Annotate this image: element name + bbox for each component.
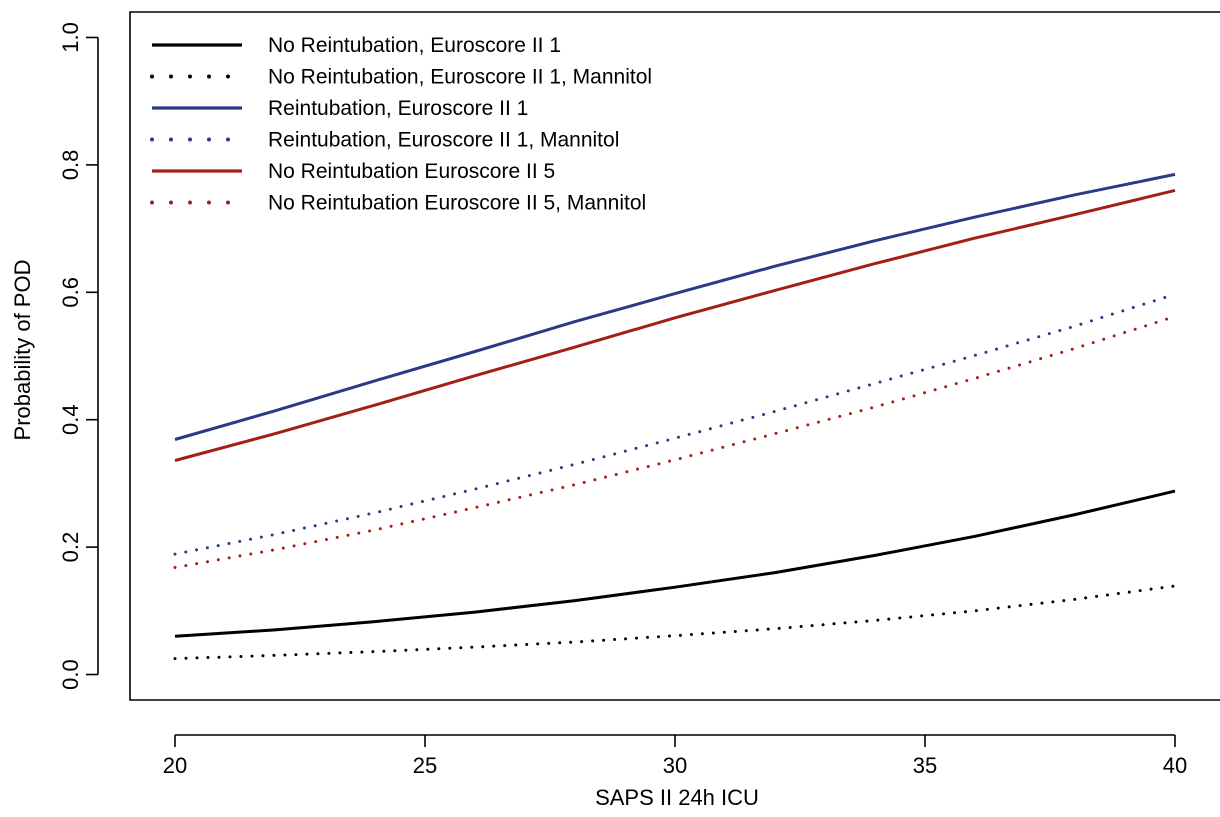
legend-label: No Reintubation Euroscore II 5 — [268, 160, 555, 183]
series-line-6 — [173, 315, 1177, 569]
axes-group: 20 25 30 35 40 0.0 0.2 0.4 0.6 0.8 1.0 — [58, 11, 1220, 778]
x-axis-label: SAPS II 24h ICU — [595, 785, 759, 810]
series-line-5 — [174, 188, 1176, 462]
x-tick-label: 30 — [663, 753, 687, 778]
legend-label: No Reintubation Euroscore II 5, Mannitol — [268, 192, 646, 215]
x-tick-label: 35 — [913, 753, 937, 778]
y-tick-label: 0.2 — [58, 532, 83, 563]
legend-label: Reintubation, Euroscore II 1 — [268, 97, 528, 120]
y-tick-label: 0.0 — [58, 659, 83, 690]
legend-label: Reintubation, Euroscore II 1, Mannitol — [268, 129, 619, 152]
y-axis-label: Probability of POD — [10, 260, 35, 441]
series-line-1 — [174, 489, 1176, 638]
series-group — [173, 172, 1177, 661]
y-tick-label: 0.6 — [58, 277, 83, 308]
series-line-2 — [173, 584, 1177, 661]
legend-label: No Reintubation, Euroscore II 1 — [268, 34, 561, 57]
y-tick-label: 0.8 — [58, 150, 83, 181]
y-tick-label: 1.0 — [58, 22, 83, 53]
y-tick-label: 0.4 — [58, 404, 83, 435]
x-tick-label: 25 — [413, 753, 437, 778]
plot-frame — [129, 11, 1220, 701]
series-line-4 — [173, 292, 1177, 556]
x-tick-label: 40 — [1163, 753, 1187, 778]
x-tick-label: 20 — [163, 753, 187, 778]
legend: No Reintubation, Euroscore II 1 No Reintu… — [150, 34, 652, 215]
legend-label: No Reintubation, Euroscore II 1, Mannito… — [268, 66, 652, 89]
series-line-3 — [174, 172, 1176, 441]
